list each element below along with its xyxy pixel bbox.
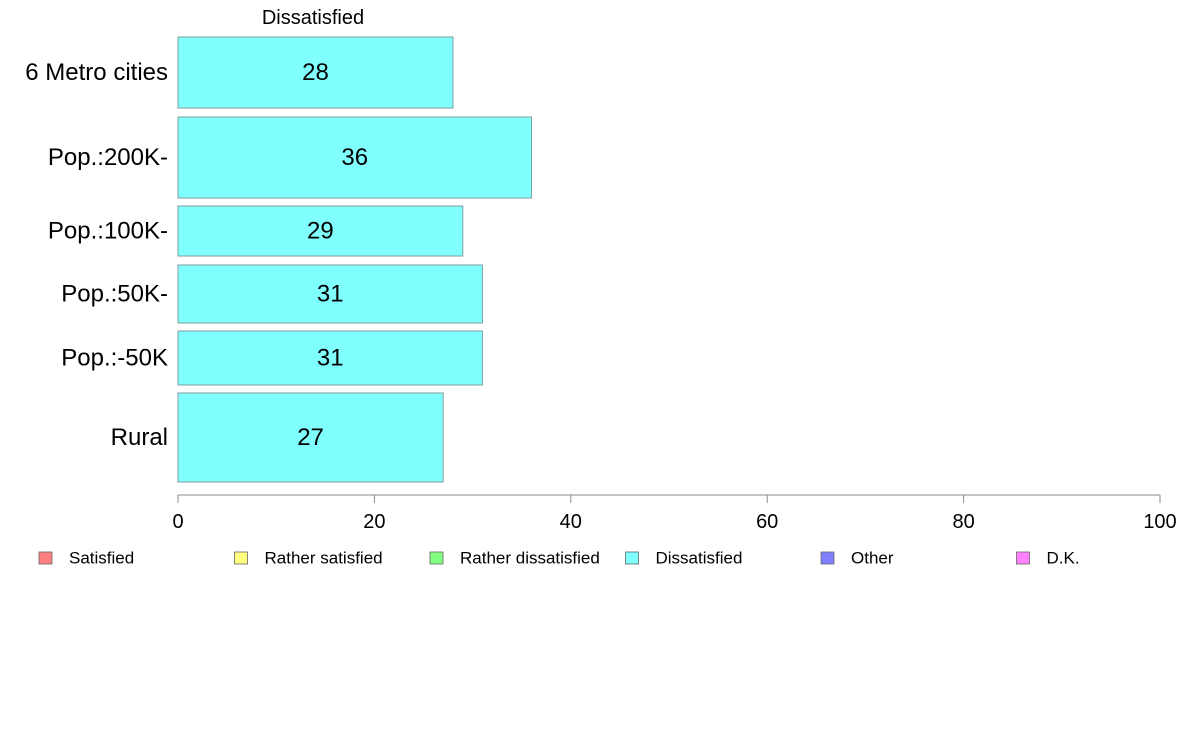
value-label-1: 36 — [341, 144, 368, 171]
x-tick-label-0: 0 — [172, 511, 183, 533]
bars-layer: 6 Metro cities 28 Pop.:200K- 36 Pop.:100K- 29… — [25, 36, 533, 483]
bar-4 — [177, 330, 483, 386]
x-tick-label-4: 80 — [952, 511, 974, 533]
bar-1 — [177, 116, 533, 199]
value-label-4: 31 — [317, 345, 344, 372]
bar-5 — [177, 392, 444, 483]
legend-swatch-1 — [234, 551, 248, 565]
value-label-5: 27 — [297, 424, 324, 451]
category-label-0: 6 Metro cities — [25, 59, 168, 86]
legend-swatch-3 — [625, 551, 639, 565]
bar-3 — [177, 264, 483, 324]
legend: Satisfied Rather satisfied Rather dissatis… — [38, 549, 1080, 568]
x-tick-label-3: 60 — [756, 511, 778, 533]
legend-label-1: Rather satisfied — [265, 549, 383, 568]
value-label-3: 31 — [317, 281, 344, 308]
category-label-3: Pop.:50K- — [61, 281, 168, 308]
x-tick-label-1: 20 — [363, 511, 385, 533]
legend-swatch-2 — [429, 551, 444, 565]
category-label-1: Pop.:200K- — [48, 144, 168, 171]
legend-swatch-0 — [38, 551, 53, 565]
legend-swatch-4 — [820, 551, 835, 565]
legend-swatch-5 — [1016, 551, 1030, 565]
legend-label-4: Other — [851, 549, 894, 568]
category-label-2: Pop.:100K- — [48, 218, 168, 245]
category-label-5: Rural — [111, 424, 168, 451]
value-label-2: 29 — [307, 218, 334, 245]
value-label-0: 28 — [302, 59, 329, 86]
bar-0 — [177, 36, 454, 109]
legend-label-2: Rather dissatisfied — [460, 549, 600, 568]
legend-label-5: D.K. — [1047, 549, 1080, 568]
chart-title: Dissatisfied — [262, 7, 364, 29]
legend-label-0: Satisfied — [69, 549, 134, 568]
bar-2 — [177, 205, 464, 257]
x-tick-label-2: 40 — [560, 511, 582, 533]
x-axis: 0 20 40 60 80 100 — [172, 494, 1177, 533]
legend-label-3: Dissatisfied — [656, 549, 743, 568]
category-label-4: Pop.:-50K — [61, 345, 168, 372]
x-tick-label-5: 100 — [1143, 511, 1176, 533]
